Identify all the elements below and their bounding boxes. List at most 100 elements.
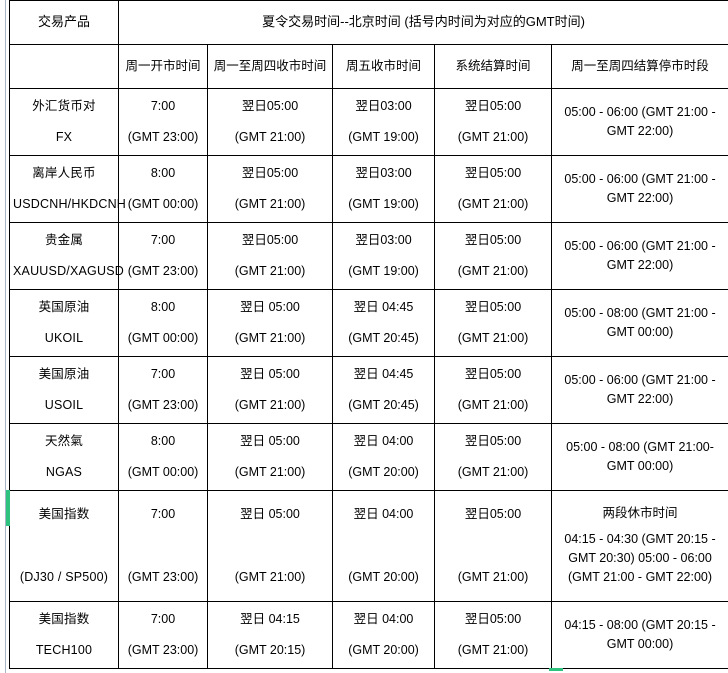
halt-body: 04:15 - 08:00 (GMT 20:15 - GMT 00:00) <box>564 617 716 651</box>
header-col-halt: 周一至周四结算停市时段 <box>550 44 728 89</box>
cell-product: 美国指数 (DJ30 / SP500) <box>9 490 119 602</box>
time-gmt: (GMT 21:00) <box>234 398 306 412</box>
cell-halt-window: 05:00 - 06:00 (GMT 21:00 - GMT 22:00) <box>550 88 728 156</box>
time-local: 翌日05:00 <box>241 98 299 113</box>
table-row: 美国原油 USOIL 7:00 (GMT 23:00) 翌日 05:00 (GM… <box>9 356 728 424</box>
time-gmt: (GMT 21:00) <box>457 643 529 657</box>
cell-product: 天然氣 NGAS <box>9 423 119 491</box>
table-row: 英国原油 UKOIL 8:00 (GMT 00:00) 翌日 05:00 (GM… <box>9 289 728 357</box>
product-name: 贵金属 <box>44 232 84 247</box>
time-local: 8:00 <box>150 299 176 314</box>
time-gmt: (GMT 21:00) <box>457 331 529 345</box>
time-local: 翌日 05:00 <box>240 366 300 381</box>
time-local: 7:00 <box>150 98 176 113</box>
table-row: 外汇货币对 FX 7:00 (GMT 23:00) 翌日05:00 (GMT 2… <box>9 88 728 156</box>
time-gmt: (GMT 20:45) <box>348 398 419 412</box>
cell-halt-window: 05:00 - 06:00 (GMT 21:00 - GMT 22:00) <box>550 222 728 290</box>
table-header-main-row: 交易产品 夏令交易时间--北京时间 (括号内时间为对应的GMT时间) <box>9 0 728 45</box>
time-local: 翌日 04:45 <box>353 366 414 381</box>
time-gmt: (GMT 21:00) <box>457 197 529 211</box>
cell-fri-close: 翌日 04:00 (GMT 20:00) <box>332 601 435 669</box>
halt-body: 04:15 - 04:30 (GMT 20:15 - GMT 20:30) 05… <box>564 531 716 585</box>
row-selection-marker-left <box>6 490 10 526</box>
table-row: 贵金属 XAUUSD/XAGUSD 7:00 (GMT 23:00) 翌日05:… <box>9 222 728 290</box>
cell-mon-open: 7:00 (GMT 23:00) <box>118 88 208 156</box>
time-gmt: (GMT 21:00) <box>457 130 529 144</box>
time-gmt: (GMT 23:00) <box>127 570 199 584</box>
cell-mon-thu-close: 翌日05:00 (GMT 21:00) <box>207 155 333 223</box>
time-local: 翌日05:00 <box>464 433 522 448</box>
cell-halt-window: 05:00 - 06:00 (GMT 21:00 - GMT 22:00) <box>550 356 728 424</box>
product-code: FX <box>55 130 73 144</box>
page-left-edge-rule <box>5 0 6 673</box>
time-local: 翌日03:00 <box>355 165 412 180</box>
halt-body: 05:00 - 08:00 (GMT 21:00- GMT 00:00) <box>566 439 714 473</box>
time-gmt: (GMT 21:00) <box>234 264 306 278</box>
cell-mon-open: 8:00 (GMT 00:00) <box>118 155 208 223</box>
table-body: 交易产品 夏令交易时间--北京时间 (括号内时间为对应的GMT时间) 周一开市时… <box>9 0 728 669</box>
halt-body: 05:00 - 08:00 (GMT 21:00 - GMT 00:00) <box>564 305 716 339</box>
time-local: 8:00 <box>150 165 176 180</box>
cell-settlement: 翌日05:00 (GMT 21:00) <box>434 490 552 602</box>
header-col-mon-open: 周一开市时间 <box>118 44 208 89</box>
product-name: 英国原油 <box>38 299 90 314</box>
time-gmt: (GMT 21:00) <box>234 465 306 479</box>
product-code: UKOIL <box>44 331 84 345</box>
table-row: 美国指数 (DJ30 / SP500) 7:00 (GMT 23:00) 翌日 … <box>9 490 728 602</box>
product-name: 美国指数 <box>38 611 90 626</box>
cell-product: 英国原油 UKOIL <box>9 289 119 357</box>
cell-mon-thu-close: 翌日 04:15 (GMT 20:15) <box>207 601 333 669</box>
header-col-fri-close: 周五收市时间 <box>332 44 435 89</box>
time-gmt: (GMT 20:00) <box>348 643 419 657</box>
time-gmt: (GMT 21:00) <box>457 264 529 278</box>
time-gmt: (GMT 21:00) <box>457 570 529 584</box>
time-local: 翌日05:00 <box>464 366 522 381</box>
cell-settlement: 翌日05:00 (GMT 21:00) <box>434 155 552 223</box>
cell-fri-close: 翌日 04:00 (GMT 20:00) <box>332 423 435 491</box>
cell-mon-open: 8:00 (GMT 00:00) <box>118 289 208 357</box>
time-local: 翌日05:00 <box>464 506 522 521</box>
cell-settlement: 翌日05:00 (GMT 21:00) <box>434 356 552 424</box>
halt-body: 05:00 - 06:00 (GMT 21:00 - GMT 22:00) <box>564 171 716 205</box>
time-gmt: (GMT 23:00) <box>127 264 199 278</box>
time-local: 翌日05:00 <box>464 611 522 626</box>
product-name: 美国原油 <box>38 366 90 381</box>
time-gmt: (GMT 19:00) <box>348 130 419 144</box>
cell-mon-thu-close: 翌日05:00 (GMT 21:00) <box>207 222 333 290</box>
cell-mon-open: 7:00 (GMT 23:00) <box>118 601 208 669</box>
time-gmt: (GMT 21:00) <box>234 197 306 211</box>
halt-body: 05:00 - 06:00 (GMT 21:00 - GMT 22:00) <box>564 238 716 272</box>
header-product-column: 交易产品 <box>9 0 119 45</box>
product-code: NGAS <box>45 465 83 479</box>
product-name: 美国指数 <box>38 506 90 521</box>
time-local: 翌日 04:00 <box>353 611 414 626</box>
halt-body: 05:00 - 06:00 (GMT 21:00 - GMT 22:00) <box>564 104 716 138</box>
time-gmt: (GMT 20:15) <box>234 643 306 657</box>
time-gmt: (GMT 21:00) <box>234 331 306 345</box>
cell-product: 离岸人民币 USDCNH/HKDCNH <box>9 155 126 223</box>
time-local: 翌日03:00 <box>355 98 412 113</box>
cell-mon-open: 7:00 (GMT 23:00) <box>118 490 208 602</box>
time-local: 翌日 05:00 <box>240 299 300 314</box>
product-name: 外汇货币对 <box>32 98 96 113</box>
time-local: 7:00 <box>150 506 176 521</box>
time-local: 翌日05:00 <box>241 165 299 180</box>
cell-halt-window: 05:00 - 08:00 (GMT 21:00 - GMT 00:00) <box>550 289 728 357</box>
time-gmt: (GMT 20:45) <box>348 331 419 345</box>
header-main-title: 夏令交易时间--北京时间 (括号内时间为对应的GMT时间) <box>117 0 728 45</box>
time-gmt: (GMT 19:00) <box>348 197 419 211</box>
header-col-mon-thu-close: 周一至周四收市时间 <box>207 44 333 89</box>
cell-fri-close: 翌日 04:45 (GMT 20:45) <box>332 356 435 424</box>
time-gmt: (GMT 00:00) <box>127 197 199 211</box>
cell-mon-open: 7:00 (GMT 23:00) <box>118 222 208 290</box>
halt-body: 05:00 - 06:00 (GMT 21:00 - GMT 22:00) <box>564 372 716 406</box>
cell-fri-close: 翌日03:00 (GMT 19:00) <box>332 155 435 223</box>
cell-settlement: 翌日05:00 (GMT 21:00) <box>434 222 552 290</box>
cell-halt-window: 两段休市时间 04:15 - 04:30 (GMT 20:15 - GMT 20… <box>550 490 728 602</box>
cell-mon-open: 8:00 (GMT 00:00) <box>118 423 208 491</box>
time-local: 翌日05:00 <box>241 232 299 247</box>
cell-product: 外汇货币对 FX <box>9 88 119 156</box>
cell-fri-close: 翌日 04:45 (GMT 20:45) <box>332 289 435 357</box>
cell-mon-thu-close: 翌日 05:00 (GMT 21:00) <box>207 356 333 424</box>
cell-mon-thu-close: 翌日 05:00 (GMT 21:00) <box>207 289 333 357</box>
